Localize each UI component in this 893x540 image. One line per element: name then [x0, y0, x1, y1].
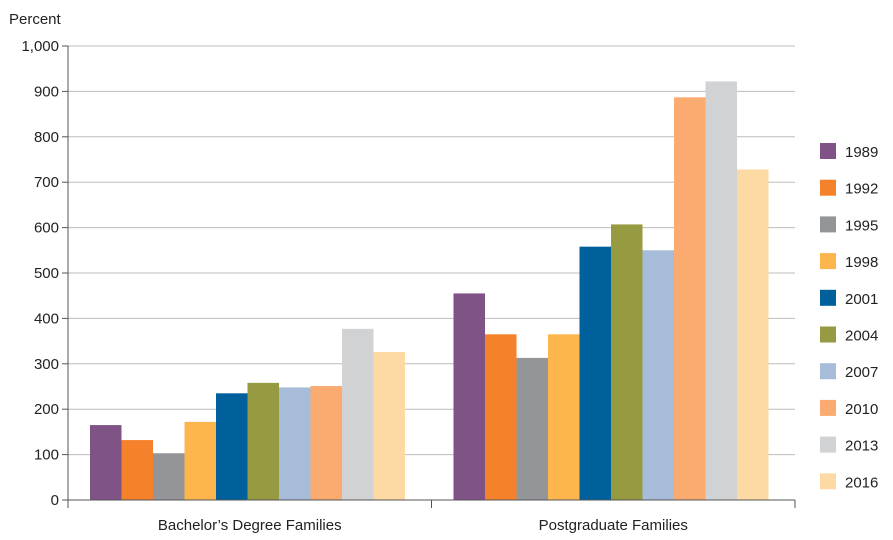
legend-label-1992: 1992 — [845, 181, 878, 198]
axes: 0 100 200 300 400 500 600 700 800 900 1,000 Bachelo… — [21, 38, 796, 534]
legend-label-2013: 2013 — [845, 438, 878, 455]
y-tick-label: 900 — [34, 83, 59, 100]
bar-2013-bachelors — [342, 328, 374, 500]
legend: 1989 1992 1995 1998 2001 2004 2007 2010 2013 2016 — [820, 143, 878, 491]
x-category-label: Bachelor’s Degree Families — [158, 517, 342, 534]
bars — [90, 81, 769, 501]
legend-label-1998: 1998 — [845, 254, 878, 271]
y-axis-title: Percent — [9, 11, 62, 28]
bar-2010-postgraduate — [674, 97, 706, 500]
bar-1992-bachelors — [121, 440, 153, 500]
legend-label-2007: 2007 — [845, 364, 878, 381]
legend-label-1995: 1995 — [845, 217, 878, 234]
bar-1989-bachelors — [90, 425, 122, 500]
bar-2001-postgraduate — [579, 246, 611, 500]
legend-swatch-2001 — [820, 289, 836, 306]
bar-1998-postgraduate — [548, 334, 580, 500]
legend-label-2001: 2001 — [845, 291, 878, 308]
y-tick-label: 600 — [34, 220, 59, 237]
bar-2004-postgraduate — [611, 224, 643, 500]
y-tick-label: 100 — [34, 447, 59, 464]
legend-label-2016: 2016 — [845, 474, 878, 491]
legend-label-2010: 2010 — [845, 401, 878, 418]
gridlines — [68, 45, 795, 456]
y-tick-label: 800 — [34, 129, 59, 146]
bar-2016-bachelors — [373, 351, 405, 500]
legend-swatch-1992 — [820, 179, 836, 196]
legend-swatch-1995 — [820, 216, 836, 233]
y-tick-label: 1,000 — [21, 38, 59, 55]
legend-label-1989: 1989 — [845, 144, 878, 161]
y-tick-label: 200 — [34, 401, 59, 418]
bar-1998-bachelors — [184, 421, 216, 500]
legend-swatch-1989 — [820, 143, 836, 159]
y-tick-label: 400 — [34, 310, 59, 327]
y-tick-label: 0 — [51, 492, 59, 509]
bar-2001-bachelors — [216, 393, 248, 500]
y-tick-label: 500 — [34, 265, 59, 282]
bar-2013-postgraduate — [705, 81, 737, 501]
legend-label-2004: 2004 — [845, 328, 878, 345]
legend-swatch-2007 — [820, 363, 836, 380]
legend-swatch-1998 — [820, 253, 836, 270]
legend-swatch-2010 — [820, 399, 836, 416]
bar-2016-postgraduate — [737, 169, 769, 500]
legend-swatch-2013 — [820, 436, 836, 453]
bar-1995-bachelors — [153, 453, 185, 500]
legend-swatch-2016 — [820, 473, 836, 490]
y-tick-label: 700 — [34, 174, 59, 191]
bar-1989-postgraduate — [453, 293, 485, 500]
bar-2007-bachelors — [279, 387, 311, 500]
legend-swatch-2004 — [820, 326, 836, 343]
y-tick-label: 300 — [34, 356, 59, 373]
bar-2004-bachelors — [247, 382, 279, 500]
bar-1995-postgraduate — [516, 357, 548, 500]
bar-2010-bachelors — [310, 386, 342, 500]
bar-2007-postgraduate — [642, 250, 674, 500]
x-category-label: Postgraduate Families — [539, 517, 688, 534]
bar-1992-postgraduate — [485, 334, 517, 500]
